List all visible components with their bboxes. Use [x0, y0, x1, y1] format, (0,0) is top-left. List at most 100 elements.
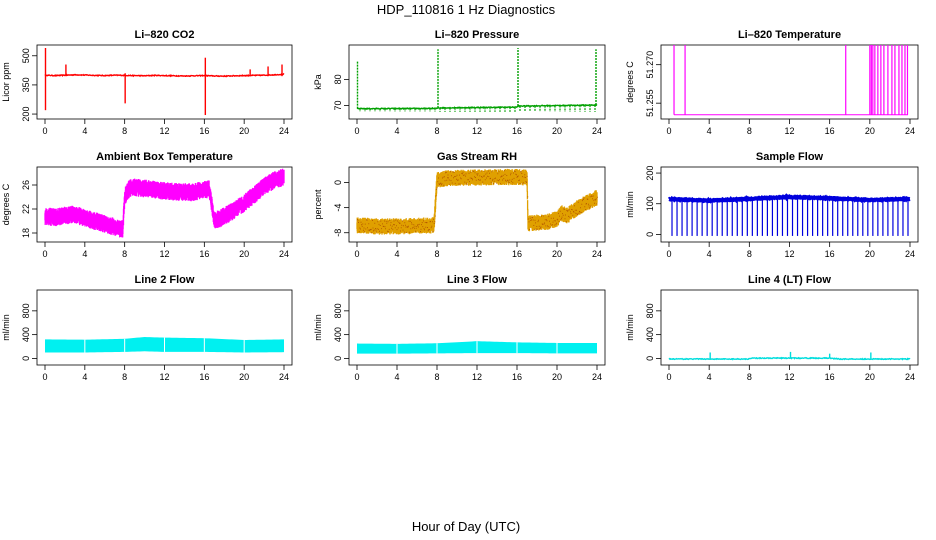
x-tick-label: 20	[239, 126, 249, 136]
y-tick-label: 350	[21, 77, 31, 92]
series-line	[668, 356, 911, 361]
series-line	[44, 72, 285, 78]
x-tick-label: 16	[199, 372, 209, 382]
figure-title: HDP_110816 1 Hz Diagnostics	[377, 2, 556, 17]
y-tick-label: 800	[21, 303, 31, 318]
plot-frame	[660, 289, 919, 366]
panel-title: Li–820 Temperature	[738, 29, 841, 41]
x-tick-label: 16	[825, 126, 835, 136]
x-tick-label: 8	[434, 372, 439, 382]
panel-sample_flow: Sample Flow ml/min 0 100 200 0 4 8 12 16 20 24	[625, 151, 919, 259]
plot-frame	[36, 166, 293, 243]
y-tick-label: 0	[333, 356, 343, 361]
x-tick-label: 4	[82, 372, 87, 382]
y-tick-label: 800	[645, 303, 655, 318]
panel-title: Sample Flow	[756, 151, 824, 163]
y-axis-label: ml/min	[625, 191, 635, 218]
y-tick-label: 200	[21, 107, 31, 122]
y-axis-label: ml/min	[313, 314, 323, 341]
data-layer	[357, 341, 597, 354]
panel-line3: Line 3 Flow ml/min 0 400 800 0 4 8 12 16 20 24	[313, 274, 606, 382]
x-tick-label: 0	[42, 126, 47, 136]
y-axis-label: Licor ppm	[1, 62, 11, 102]
y-tick-label: 200	[645, 166, 655, 181]
y-tick-label: 51.270	[645, 51, 655, 79]
x-tick-label: 24	[592, 126, 602, 136]
x-tick-label: 20	[552, 249, 562, 259]
x-tick-label: 0	[354, 249, 359, 259]
data-layer	[44, 168, 285, 238]
panel-line2: Line 2 Flow ml/min 0 400 800 0 4 8 12 16 20 24	[1, 274, 293, 382]
y-tick-label: 400	[333, 327, 343, 342]
x-tick-label: 4	[394, 126, 399, 136]
y-axis-label: degrees C	[1, 183, 11, 225]
y-tick-label: 70	[333, 101, 343, 111]
data-layer	[673, 45, 909, 116]
x-tick-label: 8	[122, 372, 127, 382]
x-tick-label: 0	[666, 372, 671, 382]
x-tick-label: 16	[512, 126, 522, 136]
x-tick-label: 4	[82, 249, 87, 259]
panel-title: Ambient Box Temperature	[96, 151, 233, 163]
data-layer	[668, 351, 911, 361]
x-tick-label: 8	[434, 126, 439, 136]
x-tick-label: 0	[354, 126, 359, 136]
series-texture	[357, 170, 598, 234]
x-tick-label: 4	[707, 126, 712, 136]
x-tick-label: 12	[472, 249, 482, 259]
y-axis-label: degrees C	[625, 61, 635, 103]
x-tick-label: 12	[784, 372, 794, 382]
x-tick-label: 16	[199, 126, 209, 136]
plot-frame	[36, 289, 293, 366]
x-tick-label: 8	[747, 126, 752, 136]
y-tick-label: 51.255	[645, 89, 655, 117]
data-layer	[667, 193, 911, 236]
x-tick-label: 24	[279, 126, 289, 136]
x-tick-label: 8	[122, 249, 127, 259]
x-tick-label: 8	[747, 372, 752, 382]
x-tick-label: 24	[905, 249, 915, 259]
x-tick-label: 20	[239, 372, 249, 382]
x-tick-label: 0	[666, 126, 671, 136]
y-tick-label: 0	[645, 232, 655, 237]
x-tick-label: 20	[865, 372, 875, 382]
x-tick-label: 24	[279, 249, 289, 259]
y-axis-label: kPa	[313, 74, 323, 90]
panel-title: Line 2 Flow	[135, 274, 195, 286]
y-tick-label: 400	[21, 327, 31, 342]
y-tick-label: -8	[333, 229, 343, 237]
y-axis-label: ml/min	[625, 314, 635, 341]
y-tick-label: 0	[333, 180, 343, 185]
y-tick-label: 0	[21, 356, 31, 361]
data-layer	[44, 48, 285, 116]
x-tick-label: 24	[279, 372, 289, 382]
panel-title: Line 4 (LT) Flow	[748, 274, 831, 286]
panel-pressure: Li–820 Pressure kPa 70 80 0 4 8 12 16 20 24	[313, 29, 606, 136]
panel-licor_temp: Li–820 Temperature degrees C 51.255 51.270 0…	[625, 29, 919, 136]
figure-xlabel: Hour of Day (UTC)	[412, 519, 520, 534]
x-tick-label: 0	[42, 372, 47, 382]
panel-rh: Gas Stream RH percent -8 -4 0 0 4 8 12 16 20 24	[313, 151, 606, 259]
x-tick-label: 0	[666, 249, 671, 259]
panel-co2: Li–820 CO2 Licor ppm 200 350 500 0 4 8 12 16 20 24	[1, 29, 293, 136]
panel-title: Gas Stream RH	[437, 151, 517, 163]
x-tick-label: 4	[707, 372, 712, 382]
data-layer	[45, 337, 284, 353]
panel-title: Line 3 Flow	[447, 274, 507, 286]
x-tick-label: 24	[592, 372, 602, 382]
x-tick-label: 12	[159, 126, 169, 136]
x-tick-label: 0	[354, 372, 359, 382]
y-tick-label: -4	[333, 204, 343, 212]
x-tick-label: 0	[42, 249, 47, 259]
x-tick-label: 12	[159, 372, 169, 382]
panel-title: Li–820 Pressure	[435, 29, 519, 41]
y-tick-label: 400	[645, 327, 655, 342]
y-tick-label: 26	[21, 180, 31, 190]
plot-frame	[660, 44, 919, 120]
y-tick-label: 0	[645, 356, 655, 361]
y-axis-label: percent	[313, 189, 323, 220]
x-tick-label: 4	[394, 372, 399, 382]
y-axis-label: ml/min	[1, 314, 11, 341]
x-tick-label: 24	[592, 249, 602, 259]
